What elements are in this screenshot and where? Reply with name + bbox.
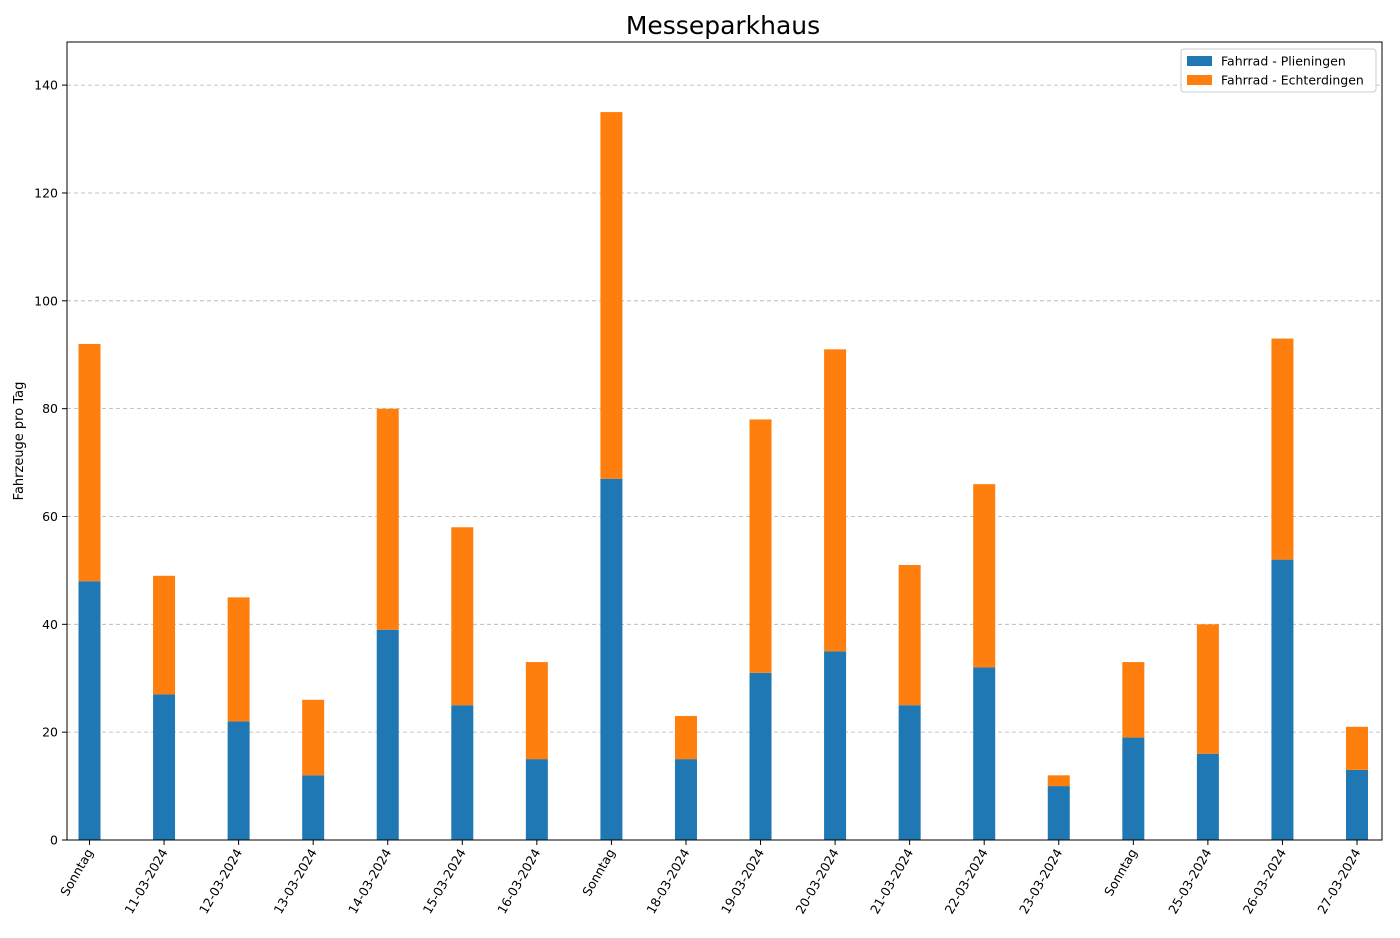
- bar-echterdingen: [78, 343, 101, 582]
- y-tick-label: 120: [34, 185, 58, 200]
- legend-swatch: [1187, 56, 1212, 66]
- x-tick-label: 12-03-2024: [196, 846, 245, 916]
- bar-echterdingen: [451, 527, 474, 706]
- bar-plieningen: [1122, 737, 1145, 840]
- bar-echterdingen: [302, 699, 325, 776]
- legend-label: Fahrrad - Plieningen: [1221, 54, 1346, 69]
- bar-echterdingen: [153, 575, 176, 695]
- chart-title: Messeparkhaus: [626, 11, 820, 40]
- y-tick-label: 80: [42, 401, 58, 416]
- bar-echterdingen: [1346, 726, 1368, 770]
- bar-plieningen: [600, 478, 623, 840]
- legend-box: [1180, 48, 1377, 93]
- x-tick-label: 23-03-2024: [1016, 846, 1065, 916]
- y-tick-label: 60: [42, 509, 58, 524]
- bar-plieningen: [973, 667, 996, 840]
- bar-echterdingen: [376, 408, 399, 630]
- bars: [78, 112, 1368, 840]
- plot-frame: [66, 41, 1383, 841]
- bar-echterdingen: [600, 112, 623, 479]
- bar-plieningen: [525, 759, 548, 840]
- x-tick-label: Sonntag: [579, 846, 618, 898]
- x-tick-label: 19-03-2024: [718, 846, 767, 916]
- x-tick-label: 26-03-2024: [1240, 846, 1289, 916]
- bar-echterdingen: [973, 484, 996, 668]
- x-tick-label: 25-03-2024: [1165, 846, 1214, 916]
- x-tick-label: Sonntag: [57, 846, 96, 898]
- bar-echterdingen: [1271, 338, 1294, 560]
- bar-plieningen: [78, 581, 101, 840]
- bar-echterdingen: [749, 419, 772, 673]
- bar-plieningen: [376, 629, 399, 840]
- bar-plieningen: [898, 705, 921, 840]
- bar-plieningen: [451, 705, 474, 840]
- y-tick-label: 140: [34, 78, 58, 93]
- x-tick-label: 22-03-2024: [941, 846, 990, 916]
- legend: Fahrrad - Plieningen Fahrrad - Echterding…: [1180, 48, 1377, 93]
- x-tick-label: 13-03-2024: [270, 846, 319, 916]
- y-tick-label: 0: [50, 833, 58, 848]
- bar-echterdingen: [1122, 662, 1145, 738]
- bar-plieningen: [1047, 786, 1070, 840]
- x-tick-label: 27-03-2024: [1314, 846, 1363, 916]
- x-tick-label: 21-03-2024: [867, 846, 916, 916]
- bar-echterdingen: [525, 662, 548, 760]
- grid-lines: [67, 84, 1382, 733]
- y-tick-label: 100: [34, 293, 58, 308]
- x-tick-label: 14-03-2024: [345, 846, 394, 916]
- bar-plieningen: [153, 694, 176, 840]
- x-tick-label: 11-03-2024: [121, 846, 170, 916]
- x-tick-label: 18-03-2024: [643, 846, 692, 916]
- x-tick-label: 20-03-2024: [792, 846, 841, 916]
- x-tick-label: 16-03-2024: [494, 846, 543, 916]
- y-axis-label: Fahrzeuge pro Tag: [12, 382, 27, 501]
- bar-plieningen: [302, 775, 325, 840]
- bar-plieningen: [749, 672, 772, 840]
- legend-swatch: [1187, 75, 1212, 85]
- bar-plieningen: [227, 721, 250, 840]
- bar-echterdingen: [824, 349, 847, 652]
- bar-plieningen: [1196, 753, 1219, 840]
- x-tick-label: 15-03-2024: [420, 846, 469, 916]
- bar-echterdingen: [898, 565, 921, 706]
- bar-echterdingen: [674, 715, 697, 760]
- y-tick-label: 40: [42, 617, 58, 632]
- bar-echterdingen: [1196, 624, 1219, 754]
- y-tick-label: 20: [42, 725, 58, 740]
- bar-plieningen: [674, 759, 697, 840]
- legend-label: Fahrrad - Echterdingen: [1221, 73, 1364, 88]
- bar-plieningen: [1271, 559, 1294, 840]
- bar-plieningen: [824, 651, 847, 840]
- x-tick-label: Sonntag: [1101, 846, 1140, 898]
- bar-echterdingen: [1047, 775, 1070, 787]
- bar-echterdingen: [227, 597, 250, 722]
- bar-plieningen: [1346, 769, 1368, 840]
